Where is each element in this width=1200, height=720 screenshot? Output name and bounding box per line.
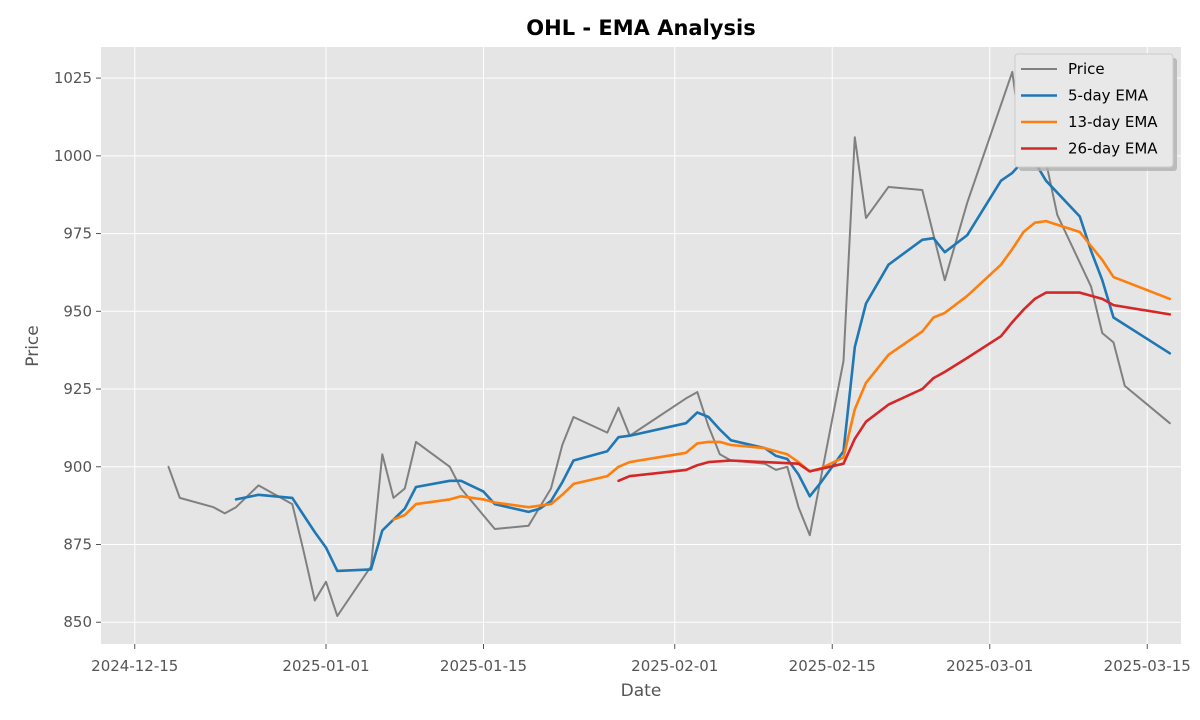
legend: Price 5-day EMA 13-day EMA 26-day EMA <box>1014 53 1177 171</box>
series-line-13-day-ema <box>392 219 1172 521</box>
y-tick-label: 900 <box>63 458 92 476</box>
grid-lines <box>101 47 1181 644</box>
x-axis-label: Date <box>621 681 662 701</box>
legend-label-5-day-ema: 5-day EMA <box>1068 87 1149 105</box>
chart-title: OHL - EMA Analysis <box>526 16 755 40</box>
y-tick-label: 975 <box>63 225 92 243</box>
x-tick-label: 2025-03-15 <box>1104 657 1191 675</box>
legend-label-13-day-ema: 13-day EMA <box>1068 113 1158 131</box>
axis-ticks: 850 875 900 925 950 975 1000 1025 2024-12-15 2025… <box>54 69 1191 675</box>
x-tick-label: 2025-02-15 <box>789 657 876 675</box>
y-tick-label: 1000 <box>54 147 92 165</box>
legend-label-price: Price <box>1068 60 1105 78</box>
legend-frame <box>1014 53 1174 168</box>
y-axis-label: Price <box>23 325 43 366</box>
y-tick-label: 875 <box>63 536 92 554</box>
x-tick-label: 2025-03-01 <box>946 657 1033 675</box>
y-tick-label: 850 <box>63 613 92 631</box>
x-tick-label: 2025-02-01 <box>631 657 718 675</box>
series-line-5-day-ema <box>234 159 1172 573</box>
x-tick-label: 2025-01-15 <box>440 657 527 675</box>
x-tick-label: 2025-01-01 <box>282 657 369 675</box>
x-tick-label: 2024-12-15 <box>91 657 178 675</box>
y-tick-label: 1025 <box>54 69 92 87</box>
y-tick-label: 925 <box>63 380 92 398</box>
legend-label-26-day-ema: 26-day EMA <box>1068 140 1158 158</box>
y-tick-label: 950 <box>63 302 92 320</box>
series-line-26-day-ema <box>617 291 1172 483</box>
